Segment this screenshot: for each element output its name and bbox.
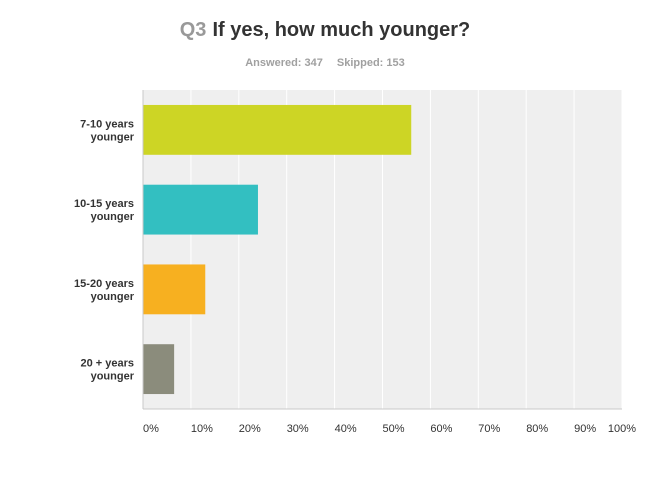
question-text: If yes, how much younger? (212, 19, 471, 41)
x-tick-label: 70% (478, 423, 500, 435)
category-label: 15-20 years (74, 278, 134, 290)
category-label: 10-15 years (74, 198, 134, 210)
category-label: younger (91, 291, 135, 303)
skipped-count: Skipped: 153 (336, 57, 405, 69)
x-tick-label: 20% (239, 423, 261, 435)
answered-count: Answered: 347 (245, 57, 323, 69)
x-tick-label: 100% (608, 423, 636, 435)
bar (143, 344, 175, 395)
bar (143, 184, 258, 235)
bar (143, 104, 412, 155)
response-stats: Answered: 347 Skipped: 153 (0, 57, 650, 69)
x-tick-label: 10% (191, 423, 213, 435)
category-label: 7-10 years (80, 118, 134, 130)
x-tick-label: 80% (526, 423, 548, 435)
x-tick-label: 90% (574, 423, 596, 435)
x-tick-label: 60% (430, 423, 452, 435)
x-tick-label: 0% (143, 423, 159, 435)
category-label: 20 + years (80, 358, 134, 370)
chart-title: Q3 If yes, how much younger? (0, 19, 650, 42)
bar (143, 264, 206, 315)
category-label: younger (91, 371, 135, 383)
category-label: younger (91, 211, 135, 223)
question-number: Q3 (179, 19, 207, 41)
x-tick-label: 30% (287, 423, 309, 435)
x-tick-label: 50% (383, 423, 405, 435)
category-label: younger (91, 131, 135, 143)
x-tick-label: 40% (335, 423, 357, 435)
